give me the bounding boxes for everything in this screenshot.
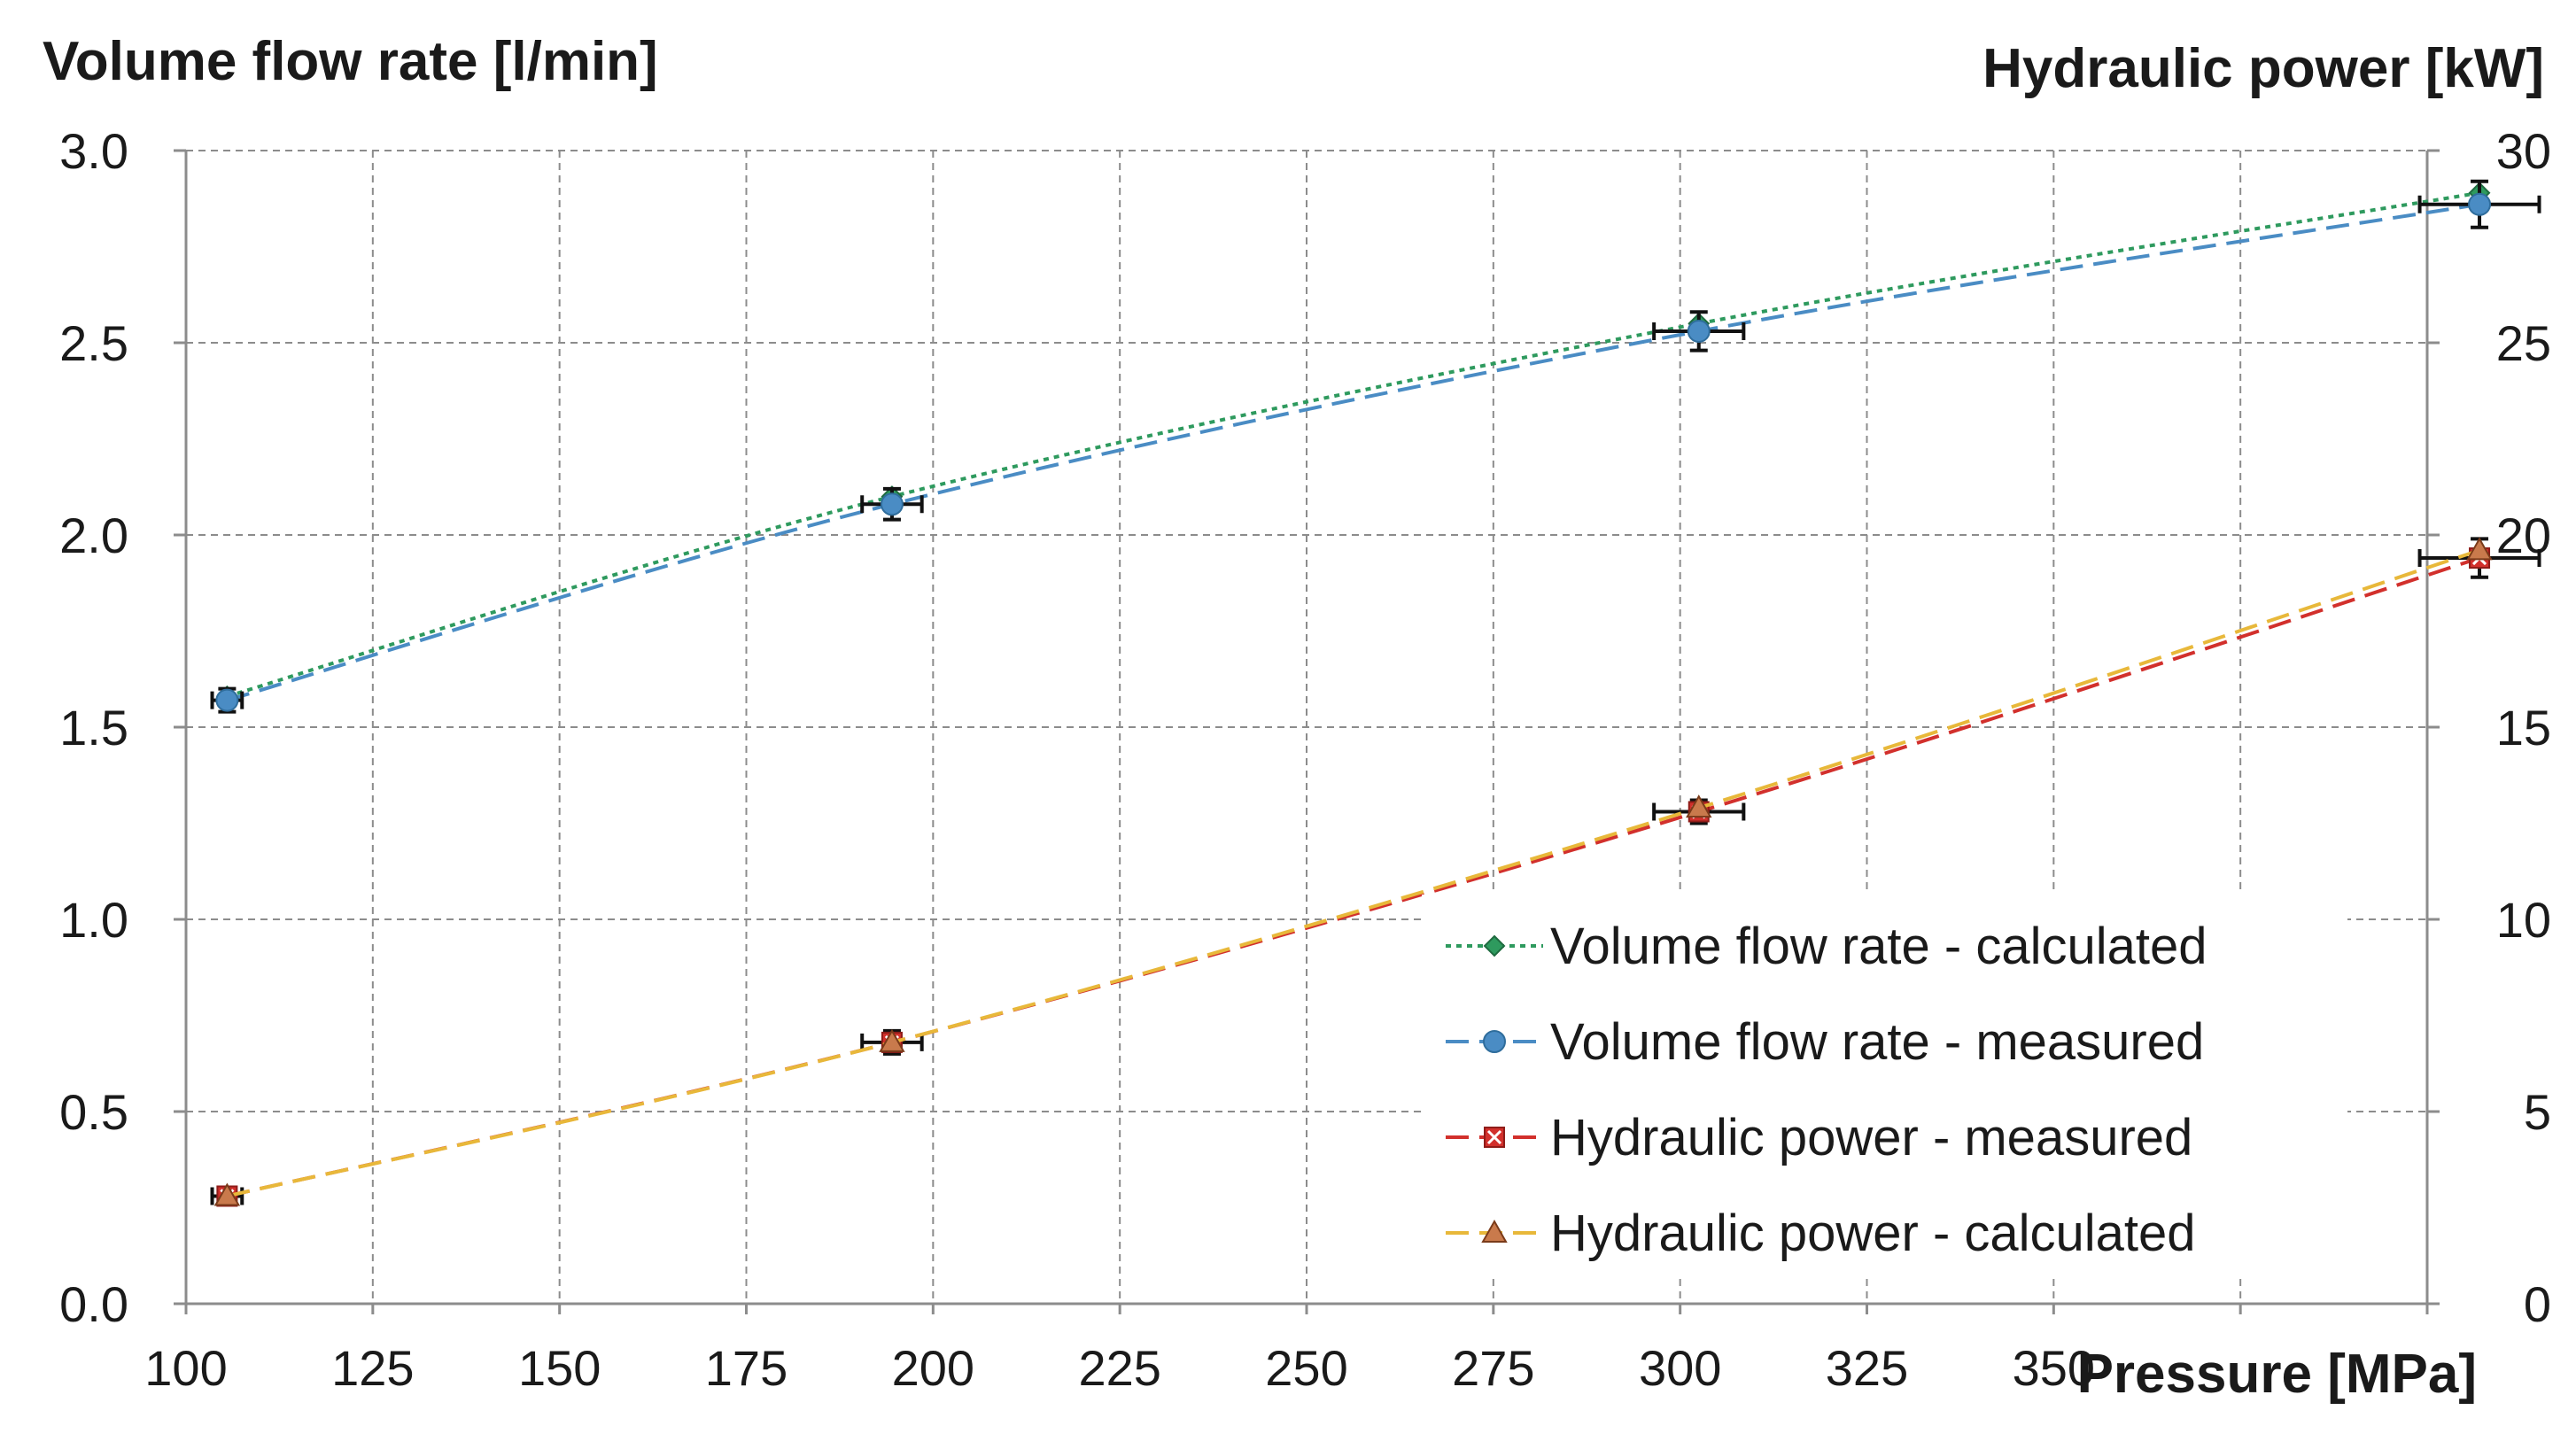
- y-right-tick-label: 15: [2496, 700, 2551, 755]
- y-right-tick-label: 25: [2496, 315, 2551, 371]
- y-left-tick-label: 0.0: [59, 1276, 128, 1332]
- data-point-hydraulic-power-calculated: [2466, 537, 2493, 561]
- x-tick-label: 325: [1826, 1340, 1908, 1396]
- legend-item-volume-flow-rate-calculated: Volume flow rate - calculated: [1446, 918, 2207, 975]
- legend-marker-hydraulic-power-calculated: [1481, 1219, 1508, 1243]
- x-tick-label: 225: [1078, 1340, 1160, 1396]
- legend-label-hydraulic-power-measured: Hydraulic power - measured: [1550, 1109, 2192, 1166]
- data-point-volume-flow-rate-measured: [880, 492, 904, 516]
- series-line-volume-flow-rate-measured: [226, 202, 2480, 702]
- data-point-volume-flow-rate-measured: [215, 688, 239, 712]
- data-point-volume-flow-rate-measured: [2468, 192, 2492, 216]
- x-tick-label: 100: [144, 1340, 227, 1396]
- data-point-hydraulic-power-calculated: [879, 1028, 905, 1052]
- legend-label-hydraulic-power-calculated: Hydraulic power - calculated: [1550, 1205, 2196, 1262]
- axes: [174, 149, 2440, 1314]
- legend-label-volume-flow-rate-measured: Volume flow rate - measured: [1550, 1013, 2204, 1071]
- x-tick-label: 300: [1639, 1340, 1721, 1396]
- series-volume-flow-rate-measured: [210, 179, 2541, 714]
- x-axis-title: Pressure [MPa]: [2077, 1344, 2477, 1405]
- y-left-tick-label: 2.5: [59, 315, 128, 371]
- x-tick-label: 275: [1452, 1340, 1534, 1396]
- y-axis-right-title: Hydraulic power [kW]: [1982, 38, 2544, 99]
- x-tick-label: 200: [892, 1340, 974, 1396]
- legend: Volume flow rate - calculated Volume flow…: [1422, 895, 2347, 1275]
- series-hydraulic-power-calculated: [213, 537, 2493, 1206]
- y-axis-left-title: Volume flow rate [l/min]: [43, 31, 658, 92]
- data-point-volume-flow-rate-measured: [1687, 319, 1711, 343]
- x-tick-label: 175: [705, 1340, 788, 1396]
- y-right-tick-label: 20: [2496, 508, 2551, 563]
- series-line-volume-flow-rate-calculated: [226, 190, 2480, 699]
- x-tick-label: 250: [1265, 1340, 1347, 1396]
- y-right-tick-label: 0: [2524, 1276, 2551, 1332]
- y-left-tick-label: 0.5: [59, 1084, 128, 1140]
- y-left-tick-label: 1.0: [59, 892, 128, 948]
- x-tick-label: 150: [518, 1340, 601, 1396]
- legend-item-hydraulic-power-measured: Hydraulic power - measured: [1446, 1109, 2192, 1166]
- legend-marker-volume-flow-rate-measured: [1483, 1030, 1506, 1053]
- series-line-hydraulic-power-calculated: [226, 548, 2480, 1198]
- x-tick-label: 350: [2013, 1340, 2095, 1396]
- y-right-tick-label: 5: [2524, 1084, 2551, 1140]
- legend-background: [1422, 895, 2347, 1275]
- legend-item-volume-flow-rate-measured: Volume flow rate - measured: [1446, 1013, 2204, 1071]
- data-point-hydraulic-power-calculated: [1686, 794, 1712, 818]
- series-volume-flow-rate-calculated: [215, 182, 2491, 708]
- y-left-tick-label: 1.5: [59, 700, 128, 755]
- series-group: [210, 179, 2541, 1207]
- y-right-tick-label: 30: [2496, 123, 2551, 179]
- data-point-hydraulic-power-calculated: [213, 1182, 241, 1206]
- legend-marker-hydraulic-power-measured-cross: [1486, 1129, 1502, 1145]
- grid: [186, 150, 2427, 1304]
- tick-labels: 100 125 150 175 200 225 250 275 300 325 3500.00.51…: [59, 123, 2551, 1396]
- y-left-tick-label: 2.0: [59, 508, 128, 563]
- y-right-tick-label: 10: [2496, 892, 2551, 948]
- legend-marker-hydraulic-power-measured: [1484, 1127, 1505, 1148]
- legend-item-hydraulic-power-calculated: Hydraulic power - calculated: [1446, 1205, 2196, 1262]
- x-tick-label: 125: [331, 1340, 414, 1396]
- legend-marker-volume-flow-rate-calculated: [1483, 934, 1506, 957]
- legend-label-volume-flow-rate-calculated: Volume flow rate - calculated: [1550, 918, 2207, 975]
- y-left-tick-label: 3.0: [59, 123, 128, 179]
